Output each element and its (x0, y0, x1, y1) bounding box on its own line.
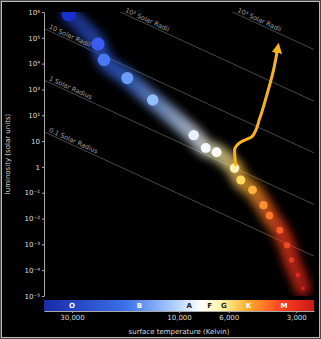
y-tick: 10⁶ (28, 9, 44, 17)
y-tick-mark (42, 64, 44, 65)
y-tick-mark (42, 167, 44, 168)
star (259, 201, 267, 209)
y-tick-mark (42, 38, 44, 39)
x-tick-label: 3,000 (287, 314, 307, 322)
star (248, 185, 257, 194)
y-tick-label: 10⁻² (25, 215, 41, 223)
main-sequence-core (69, 14, 303, 288)
y-tick: 10⁻¹ (25, 189, 44, 197)
y-tick-label: 10⁻³ (25, 241, 41, 249)
star (98, 54, 111, 67)
spectral-class-label: K (246, 302, 252, 310)
x-tick-label: 30,000 (60, 314, 85, 322)
y-tick-mark (42, 296, 44, 297)
panel (2, 2, 320, 338)
spectral-bar (44, 300, 314, 311)
plot-area (44, 12, 314, 290)
y-tick-label: 10⁶ (28, 9, 40, 17)
y-tick-mark (42, 219, 44, 220)
y-tick-label: 10⁴ (28, 60, 40, 68)
star (91, 37, 104, 50)
evolution-track (235, 50, 278, 165)
radius-label: 0.1 Solar Radius (48, 126, 100, 156)
y-tick: 10⁻⁴ (25, 267, 44, 275)
x-tick: 6,000 (219, 311, 239, 322)
y-tick-label: 10 (31, 138, 40, 146)
star (212, 147, 222, 157)
y-tick-label: 10⁵ (28, 35, 40, 43)
y-tick-mark (42, 270, 44, 271)
y-tick: 10⁵ (28, 35, 44, 43)
chart-svg: 10³ Solar Radii 10² Solar Radii 10 Solar R… (0, 0, 321, 339)
spectral-class-label: F (207, 302, 212, 310)
y-tick-label: 10⁻⁵ (25, 293, 41, 301)
x-tick: 3,000 (287, 311, 307, 322)
x-tick-mark (72, 311, 73, 313)
radius-line (44, 80, 314, 204)
y-tick: 10⁻² (25, 215, 44, 223)
star (62, 12, 76, 21)
radius-labels: 10³ Solar Radii 10² Solar Radii 10 Solar R… (48, 6, 283, 155)
x-axis: 30,000 10,000 6,000 3,000 (45, 311, 315, 322)
y-tick: 10³ (28, 86, 44, 94)
y-axis-title: luminosity (solar units) (4, 113, 12, 194)
star (121, 72, 133, 84)
spectral-class-label: M (281, 302, 288, 310)
radius-label: 10 Solar Radii (48, 23, 92, 49)
y-tick: 1 (36, 164, 44, 172)
radius-label: 10³ Solar Radii (236, 6, 283, 33)
y-tick-label: 10² (28, 112, 40, 120)
star (236, 176, 245, 185)
x-axis-title: surface temperature (Kelvin) (129, 328, 230, 336)
y-tick: 10⁴ (28, 60, 44, 68)
y-tick: 10⁻³ (25, 241, 44, 249)
x-axis-line (45, 311, 315, 312)
star (289, 257, 295, 263)
y-tick-mark (42, 115, 44, 116)
star (301, 286, 305, 290)
x-tick: 10,000 (167, 311, 192, 322)
star (188, 130, 198, 140)
y-tick-mark (42, 12, 44, 13)
y-tick-label: 10⁻¹ (25, 189, 41, 197)
x-tick-label: 6,000 (219, 314, 239, 322)
y-tick-label: 10³ (28, 86, 40, 94)
spectral-class-label: A (187, 302, 193, 310)
y-tick-mark (42, 141, 44, 142)
x-tick-label: 10,000 (167, 314, 192, 322)
spectral-class-label: G (221, 302, 227, 310)
y-tick-label: 10⁻⁴ (25, 267, 41, 275)
radius-label: 10² Solar Radii (124, 6, 171, 33)
x-tick-mark (229, 311, 230, 313)
y-axis: 10⁶ 10⁵ 10⁴ 10³ 10² 10 1 10⁻¹ 10⁻² 10⁻³ 10⁻⁴ 10⁻⁵ (25, 9, 45, 301)
star (266, 212, 274, 220)
main-sequence-glow (69, 14, 303, 288)
y-tick: 10⁻⁵ (25, 293, 44, 301)
star (295, 273, 300, 278)
y-axis-line (44, 13, 45, 297)
x-tick-mark (296, 311, 297, 313)
spectral-class-label: O (69, 302, 75, 310)
star (284, 242, 290, 248)
y-tick-mark (42, 193, 44, 194)
y-tick-label: 1 (36, 164, 40, 172)
y-tick-mark (42, 89, 44, 90)
spectral-class-label: B (137, 302, 142, 310)
star (201, 143, 211, 153)
star (276, 227, 283, 234)
x-tick-mark (179, 311, 180, 313)
star (147, 94, 158, 105)
y-tick: 10² (28, 112, 44, 120)
radius-label: 1 Solar Radius (48, 75, 94, 102)
y-tick: 10 (31, 138, 44, 146)
x-tick: 30,000 (60, 311, 85, 322)
y-tick-mark (42, 244, 44, 245)
radius-line (44, 132, 314, 256)
